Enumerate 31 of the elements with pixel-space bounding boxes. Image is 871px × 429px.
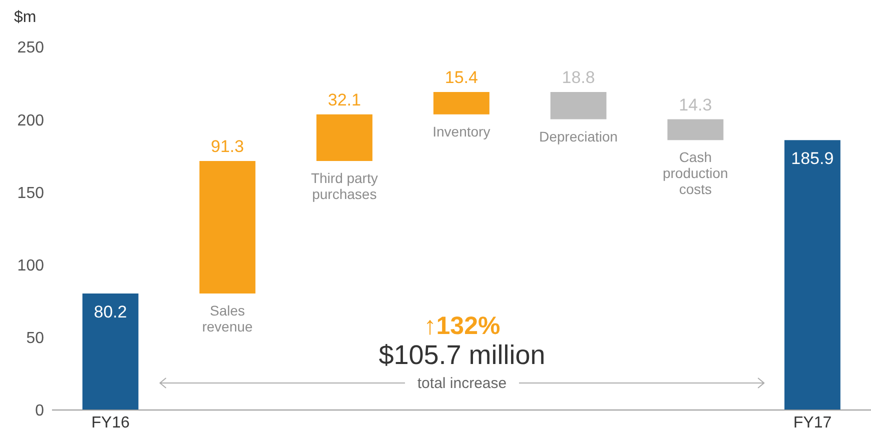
x-tick-label: FY16: [91, 414, 130, 429]
data-label: 14.3: [678, 95, 712, 114]
data-label: 15.4: [444, 68, 478, 88]
y-tick-label: 0: [35, 402, 44, 420]
y-tick-label: 250: [17, 40, 44, 57]
x-tick-label: Depreciation: [539, 128, 618, 144]
y-tick-label: 50: [26, 330, 44, 348]
y-tick-label: 150: [17, 184, 44, 202]
data-label: 80.2: [94, 302, 127, 322]
annotation: total increase: [417, 375, 507, 392]
bar: [784, 140, 840, 410]
annotation: ↑132%: [424, 312, 500, 340]
x-tick-label: Cash production costs: [662, 149, 728, 198]
y-axis-title: $m: [14, 9, 36, 26]
bar: [316, 114, 372, 161]
bar: [82, 294, 138, 410]
bar: [433, 92, 490, 114]
bar: [550, 92, 606, 120]
data-label: 18.8: [562, 68, 595, 88]
y-tick-label: 200: [17, 112, 44, 130]
data-label: 32.1: [328, 90, 361, 110]
bar: [199, 160, 256, 294]
bar: [667, 119, 724, 140]
y-tick-label: 100: [17, 257, 44, 274]
annotation: $105.7 million: [378, 340, 546, 370]
data-label: 185.9: [791, 149, 834, 168]
x-tick-label: Sales revenue: [202, 302, 253, 335]
x-tick-label: Inventory: [432, 123, 490, 140]
data-label: 91.3: [210, 136, 244, 156]
x-tick-label: FY17: [793, 414, 832, 429]
x-tick-label: Third party purchases: [310, 170, 378, 202]
